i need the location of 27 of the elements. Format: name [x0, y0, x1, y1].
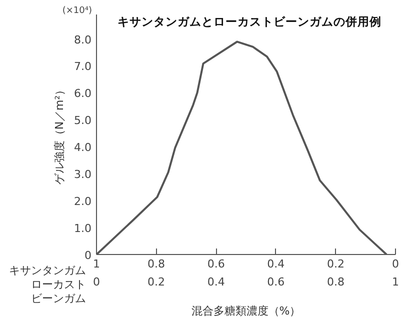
- x-tick-label: 0.4: [267, 258, 285, 270]
- x-tick-label: 0.6: [207, 258, 225, 270]
- y-axis-title: ゲル強度（N／m²）: [53, 84, 66, 185]
- x-tick-label: 0.2: [326, 258, 344, 270]
- annotation: (×10⁴): [62, 6, 92, 16]
- annotation: キサンタンガム: [9, 264, 86, 278]
- y-tick-label: 4.0: [74, 141, 92, 154]
- y-tick-label: 7.0: [74, 60, 92, 74]
- x-tick-label: 0: [392, 258, 399, 270]
- x-tick-label: 0.8: [148, 258, 166, 270]
- y-tick-label: 0: [84, 249, 92, 262]
- x2-tick-label: 0: [93, 276, 100, 288]
- x2-tick-label: 0.4: [207, 276, 225, 288]
- y-tick-label: 2.0: [74, 195, 92, 208]
- y-tick-label: 6.0: [74, 87, 92, 100]
- x2-tick-label: 0.6: [267, 276, 285, 288]
- x2-tick-label: 0.8: [326, 276, 344, 288]
- x-axis-title: 混合多糖類濃度（%）: [191, 304, 301, 318]
- x2-tick-label: 1: [392, 276, 399, 288]
- y-tick-label: 5.0: [74, 114, 92, 128]
- annotation: ローカストビーンガム: [31, 278, 86, 306]
- x-tick-label: 1: [93, 258, 100, 270]
- y-tick-label: 1.0: [74, 222, 92, 236]
- y-tick-label: 3.0: [74, 168, 92, 182]
- chart-title: キサンタンガムとローカストビーンガムの併用例: [117, 14, 382, 28]
- x2-tick-label: 0.2: [148, 276, 166, 288]
- y-tick-label: 8.0: [74, 33, 92, 46]
